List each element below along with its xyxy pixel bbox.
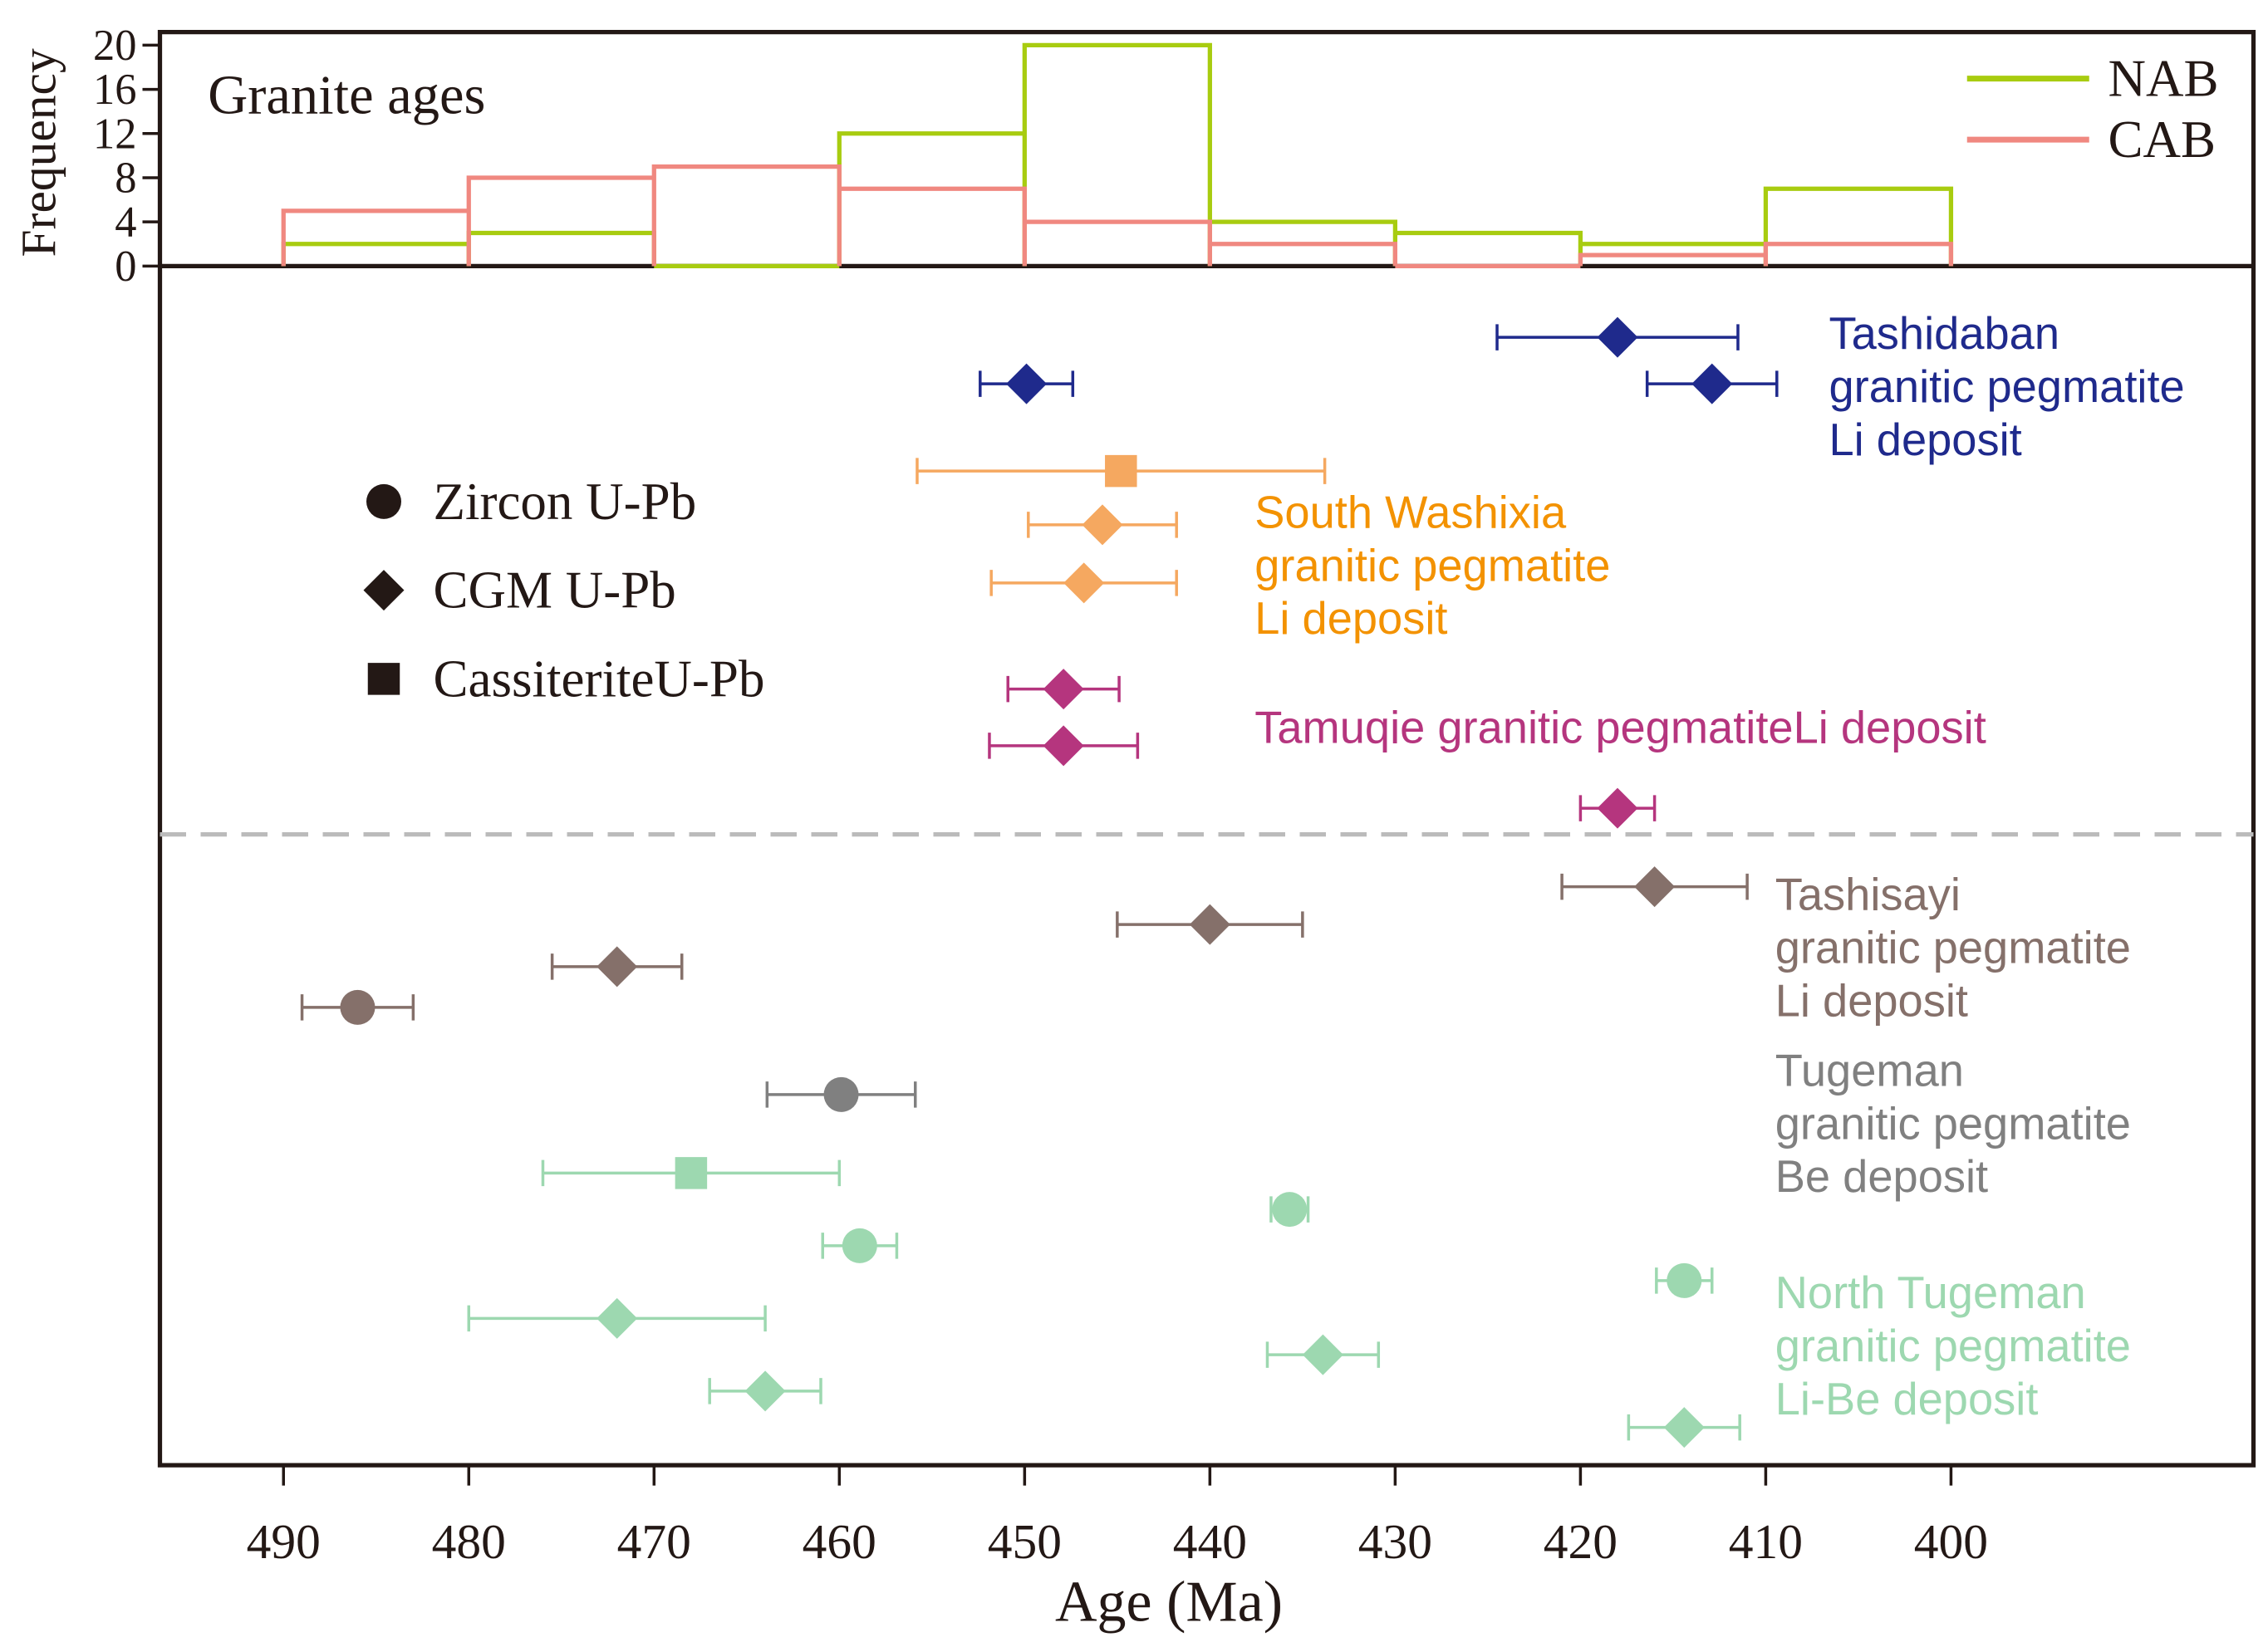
- square-marker: [1105, 454, 1137, 488]
- group-label-line: Tamuqie granitic pegmatiteLi deposit: [1254, 703, 1986, 752]
- circle-marker: [842, 1228, 877, 1263]
- group-label-line: Li deposit: [1254, 594, 1447, 644]
- diamond-marker: [1597, 316, 1638, 358]
- y-tick-label: 8: [115, 154, 136, 202]
- x-axis-label: Age (Ma): [1055, 1570, 1283, 1634]
- x-tick-label: 450: [988, 1514, 1062, 1569]
- diamond-marker: [596, 1297, 638, 1339]
- group-label-line: granitic pegmatite: [1775, 924, 2131, 973]
- group-label-line: granitic pegmatite: [1829, 362, 2185, 412]
- circle-marker: [1667, 1262, 1702, 1298]
- group-label: North Tugeman granitic pegmatite Li-Be dep…: [1775, 1268, 2131, 1424]
- x-tick-label: 430: [1358, 1514, 1432, 1569]
- square-marker: [367, 663, 400, 695]
- square-marker: [675, 1157, 708, 1189]
- group-label-line: Li deposit: [1829, 415, 2022, 465]
- data-group: Tashisayi granitic pegmatite Li deposit: [300, 866, 2131, 1027]
- circle-marker: [1272, 1192, 1308, 1228]
- y-tick-label: 4: [115, 199, 136, 247]
- data-group: Tamuqie granitic pegmatiteLi deposit: [988, 669, 1986, 829]
- group-label: Tashisayi granitic pegmatite Li deposit: [1775, 870, 2131, 1027]
- diamond-marker: [1302, 1334, 1343, 1375]
- group-label-line: Li deposit: [1775, 976, 1968, 1026]
- group-label-line: Be deposit: [1775, 1152, 1988, 1202]
- x-tick-label: 410: [1729, 1514, 1803, 1569]
- marker-legend-label: CassiteriteU-Pb: [434, 649, 765, 708]
- histogram-cab: [281, 164, 1954, 268]
- group-label-line: granitic pegmatite: [1775, 1099, 2131, 1149]
- group-label-line: granitic pegmatite: [1775, 1321, 2131, 1371]
- group-label-line: Tugeman: [1775, 1046, 1964, 1096]
- diamond-marker: [1189, 904, 1230, 945]
- x-tick-label: 440: [1173, 1514, 1247, 1569]
- group-label: South Washixia granitic pegmatite Li depos…: [1254, 488, 1610, 644]
- marker-legend-label: CGM U-Pb: [434, 561, 676, 620]
- diamond-marker: [1691, 363, 1733, 404]
- x-tick-label: 470: [617, 1514, 691, 1569]
- diamond-marker: [363, 570, 405, 611]
- group-label-line: North Tugeman: [1775, 1268, 2086, 1318]
- histogram-title: Granite ages: [208, 66, 485, 126]
- diamond-marker: [1082, 504, 1123, 546]
- diamond-marker: [1663, 1407, 1705, 1448]
- legend-label-nab: NAB: [2108, 50, 2219, 108]
- y-tick-label: 0: [115, 243, 136, 291]
- group-label-line: Li-Be deposit: [1775, 1375, 2039, 1424]
- y-tick-label: 12: [93, 110, 137, 158]
- group-label: Tugeman granitic pegmatite Be deposit: [1775, 1046, 2131, 1202]
- circle-marker: [340, 989, 376, 1025]
- group-label-line: Tashidaban: [1829, 309, 2060, 359]
- data-group: North Tugeman granitic pegmatite Li-Be dep…: [467, 1157, 2131, 1448]
- data-group: South Washixia granitic pegmatite Li depos…: [916, 454, 1610, 644]
- diamond-marker: [1634, 866, 1676, 908]
- x-tick-label: 460: [803, 1514, 876, 1569]
- diamond-marker: [744, 1370, 786, 1412]
- histogram-nab: [281, 42, 1954, 268]
- diamond-marker: [1043, 725, 1084, 767]
- group-label-line: Tashisayi: [1775, 870, 1961, 920]
- plot-frame: [157, 30, 2256, 1468]
- y-axis-label: Frequency: [12, 48, 66, 257]
- x-tick-label: 400: [1914, 1514, 1988, 1569]
- diamond-marker: [1043, 669, 1084, 710]
- y-tick-label: 16: [93, 66, 137, 114]
- diamond-marker: [1006, 363, 1048, 404]
- diamond-marker: [596, 946, 638, 988]
- x-tick-label: 420: [1544, 1514, 1618, 1569]
- y-tick-label: 20: [93, 22, 137, 70]
- legend-label-cab: CAB: [2108, 110, 2216, 169]
- x-tick-label: 480: [432, 1514, 506, 1569]
- group-label-line: South Washixia: [1254, 488, 1567, 537]
- x-tick-label: 490: [247, 1514, 321, 1569]
- diamond-marker: [1597, 787, 1638, 829]
- group-label: Tashidaban granitic pegmatite Li deposit: [1829, 309, 2185, 465]
- diamond-marker: [1063, 562, 1105, 604]
- data-group: Tugeman granitic pegmatite Be deposit: [765, 1046, 2131, 1202]
- data-group: Tashidaban granitic pegmatite Li deposit: [979, 309, 2185, 465]
- marker-legend-label: Zircon U-Pb: [434, 473, 697, 531]
- group-label: Tamuqie granitic pegmatiteLi deposit: [1254, 703, 1986, 752]
- circle-marker: [366, 483, 401, 519]
- circle-marker: [823, 1076, 859, 1112]
- group-label-line: granitic pegmatite: [1254, 541, 1610, 591]
